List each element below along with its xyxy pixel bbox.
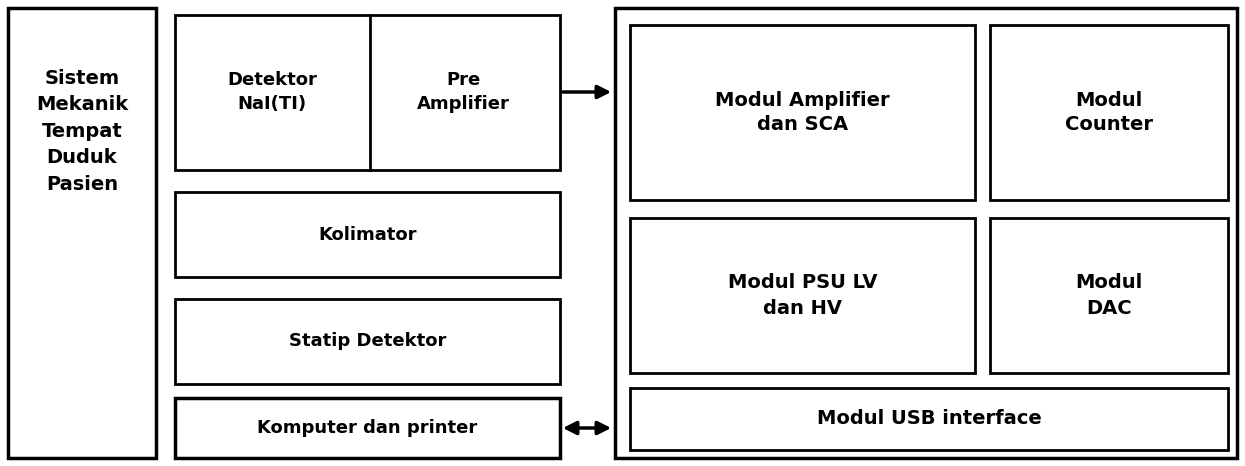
Bar [615, 8, 1238, 458]
Bar [176, 192, 560, 277]
Text: Komputer dan printer: Komputer dan printer [258, 419, 478, 437]
Bar [176, 299, 560, 384]
Text: Statip Detektor: Statip Detektor [289, 333, 446, 350]
Bar [990, 218, 1228, 373]
Text: Kolimator: Kolimator [319, 226, 417, 244]
Text: Modul
DAC: Modul DAC [1076, 274, 1143, 317]
Text: Pre
Amplifier: Pre Amplifier [417, 71, 509, 113]
Bar [630, 25, 975, 200]
Text: Sistem
Mekanik
Tempat
Duduk
Pasien: Sistem Mekanik Tempat Duduk Pasien [36, 69, 128, 193]
Bar [176, 398, 560, 458]
Text: Modul
Counter: Modul Counter [1064, 90, 1153, 135]
Bar [990, 25, 1228, 200]
Bar [630, 218, 975, 373]
Text: Modul PSU LV
dan HV: Modul PSU LV dan HV [728, 274, 878, 317]
Bar [630, 388, 1228, 450]
Text: Detektor
NaI(TI): Detektor NaI(TI) [227, 71, 317, 113]
Bar [7, 8, 156, 458]
Text: Modul Amplifier
dan SCA: Modul Amplifier dan SCA [715, 90, 890, 135]
Bar [176, 15, 560, 170]
Text: Modul USB interface: Modul USB interface [817, 410, 1041, 429]
